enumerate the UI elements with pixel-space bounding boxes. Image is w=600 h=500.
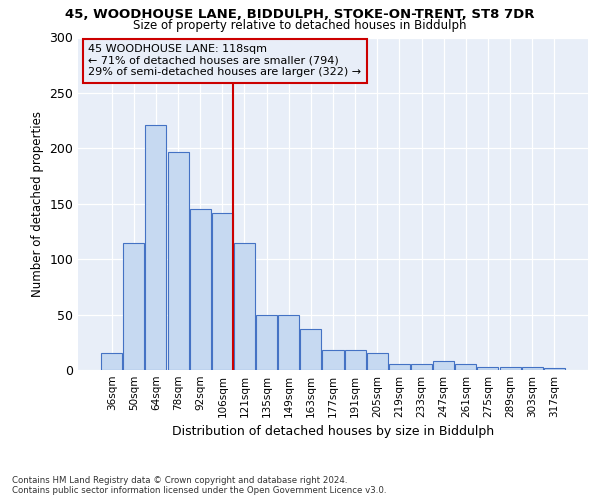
Bar [367, 354, 388, 370]
X-axis label: Distribution of detached houses by size in Biddulph: Distribution of detached houses by size … [172, 426, 494, 438]
Bar [301, 329, 322, 370]
Bar [344, 350, 365, 370]
Bar [455, 364, 476, 370]
Bar [190, 210, 211, 370]
Bar [234, 242, 255, 370]
Text: 45, WOODHOUSE LANE, BIDDULPH, STOKE-ON-TRENT, ST8 7DR: 45, WOODHOUSE LANE, BIDDULPH, STOKE-ON-T… [65, 8, 535, 20]
Bar [433, 361, 454, 370]
Bar [389, 364, 410, 370]
Y-axis label: Number of detached properties: Number of detached properties [31, 111, 44, 296]
Bar [478, 366, 499, 370]
Bar [521, 366, 542, 370]
Bar [124, 242, 145, 370]
Bar [500, 366, 521, 370]
Bar [278, 314, 299, 370]
Text: Contains HM Land Registry data © Crown copyright and database right 2024.
Contai: Contains HM Land Registry data © Crown c… [12, 476, 386, 495]
Bar [411, 364, 432, 370]
Bar [167, 152, 188, 370]
Text: 45 WOODHOUSE LANE: 118sqm
← 71% of detached houses are smaller (794)
29% of semi: 45 WOODHOUSE LANE: 118sqm ← 71% of detac… [88, 44, 361, 78]
Text: Size of property relative to detached houses in Biddulph: Size of property relative to detached ho… [133, 19, 467, 32]
Bar [212, 212, 233, 370]
Bar [145, 125, 166, 370]
Bar [322, 350, 344, 370]
Bar [544, 368, 565, 370]
Bar [101, 354, 122, 370]
Bar [256, 314, 277, 370]
